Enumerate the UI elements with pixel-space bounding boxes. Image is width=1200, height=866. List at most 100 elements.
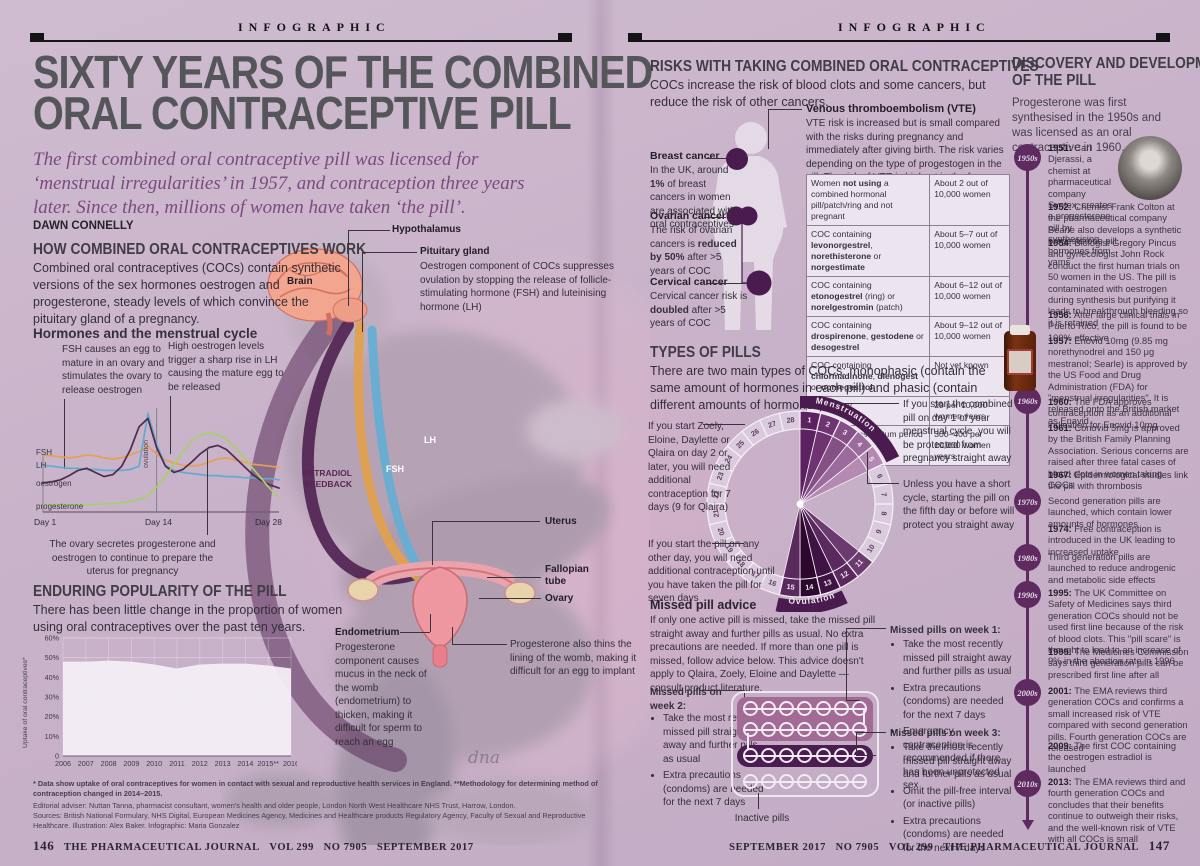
- svg-text:60%: 60%: [45, 634, 60, 643]
- xtick-day14: Day 14: [145, 517, 172, 527]
- pill: [743, 748, 758, 763]
- header-cap: [1156, 33, 1170, 40]
- svg-text:40%: 40%: [45, 673, 60, 682]
- week2-leader: [700, 690, 744, 691]
- vte-leader: [768, 109, 802, 110]
- week1-leader: [846, 628, 847, 700]
- pill: [815, 701, 831, 716]
- week3-leader: [856, 755, 876, 756]
- luteal-callout: The ovary secretes progesterone and oest…: [49, 539, 216, 577]
- week3-title: Missed pills on week 3:: [890, 728, 1001, 739]
- wheel-note-zoely: If you start Zoely, Eloine, Daylette or …: [648, 421, 731, 513]
- footer-left: 146 THE PHARMACEUTICAL JOURNAL VOL 299 N…: [33, 838, 474, 853]
- svg-text:2011: 2011: [169, 759, 184, 768]
- svg-text:2007: 2007: [78, 759, 94, 768]
- xtick-day1: Day 1: [34, 517, 57, 527]
- vte-risk-rate: About 5–7 out of 10,000 women: [929, 225, 1010, 277]
- missed-body: If only one active pill is missed, take …: [650, 615, 876, 694]
- timeline-entry: 1957: Enovid 10mg (9.85 mg norethynodrel…: [1048, 336, 1188, 426]
- legend-lh: LH: [36, 461, 47, 470]
- week2-bullets: Take the most recently missed pill strai…: [650, 712, 768, 813]
- week3-bullets: Take the most recently missed pill strai…: [890, 741, 1016, 858]
- endometrium-label: Endometrium: [335, 627, 400, 638]
- popularity-heading: ENDURING POPULARITY OF THE PILL: [33, 583, 287, 600]
- intro-standfirst: The first combined oral contraceptive pi…: [33, 149, 525, 218]
- svg-text:9: 9: [874, 528, 884, 535]
- uterus-leader: [432, 521, 433, 565]
- header-rule-left: [30, 40, 572, 42]
- carl-djerassi-photo: [1118, 136, 1182, 200]
- svg-text:19: 19: [723, 543, 735, 555]
- xtick-day28: Day 28: [255, 517, 282, 527]
- vte-risk-group: COC containing drospirenone, gestodene o…: [805, 316, 931, 357]
- cervical-cancer-label: Cervical cancer: [650, 276, 728, 288]
- ovarian-cancer-text: The risk of ovarian cancers is reduced b…: [650, 225, 737, 277]
- cervical-cancer-text: Cervical cancer risk is doubled after >5…: [650, 291, 748, 329]
- lh-ribbon-label: LH: [424, 435, 436, 445]
- wheel-note-day1: If you start the combined pill on day 1 …: [903, 399, 1013, 464]
- fsh-ribbon: [353, 320, 423, 582]
- inactive-leader: [758, 793, 759, 809]
- wheel-leader: [867, 483, 899, 484]
- timeline-entry: 1952: Chemist Frank Colton at the pharma…: [1048, 202, 1182, 247]
- uptake-area-chart: 0 10% 20% 30% 40% 50% 60% 2006 2007 2008 2009 2010 2…: [45, 634, 297, 769]
- era-badge-2010s: 2010s: [1014, 770, 1041, 797]
- svg-text:14: 14: [805, 582, 814, 592]
- vte-risk-rate: Not yet known: [929, 356, 1010, 397]
- timeline-entry: 2009: The first COC containing the oestr…: [1048, 741, 1176, 774]
- pill: [833, 701, 849, 716]
- credit-line: Editorial adviser: Nuttan Tanna, pharmac…: [33, 801, 516, 810]
- week2-title: Missed pills on week 2:: [650, 687, 722, 712]
- pill: [851, 774, 867, 789]
- svg-text:17: 17: [750, 569, 762, 581]
- week1-title: Missed pills on week 1:: [890, 625, 1001, 636]
- header-cap: [628, 33, 642, 40]
- ovary-label: Ovary: [545, 593, 574, 604]
- svg-text:12: 12: [839, 569, 851, 581]
- svg-text:10%: 10%: [45, 732, 60, 741]
- vte-table-row: Women not using a combined hormonal pill…: [805, 174, 1010, 226]
- svg-text:11: 11: [853, 557, 865, 569]
- page-number: 147: [1148, 838, 1170, 853]
- vte-risk-group: COC containing chlormadinone, dienogest …: [805, 356, 931, 397]
- pill: [851, 701, 867, 716]
- types-heading: TYPES OF PILLS: [650, 344, 761, 361]
- hormone-cycle-chart: [42, 408, 280, 513]
- era-badge-1950s: 1950s: [1014, 144, 1041, 171]
- vte-table-row: COC containing levonorgestrel, norethist…: [805, 225, 1010, 277]
- timeline-column: DISCOVERY AND DEVELOPMENTOF THE PILL Pro…: [1004, 55, 1200, 855]
- timeline-entry: 1974: Free contraception is introduced i…: [1048, 524, 1176, 557]
- pill-row: [743, 774, 867, 789]
- svg-text:10: 10: [865, 543, 877, 555]
- vte-risk-rate: About 6–12 out of 10,000 women: [929, 276, 1010, 317]
- ovarian-leader: [704, 217, 726, 218]
- svg-text:27: 27: [767, 419, 778, 430]
- pill: [779, 701, 795, 716]
- svg-text:2010: 2010: [146, 759, 162, 768]
- lh-callout-line: [170, 396, 171, 454]
- timeline-entry: 2001: The EMA reviews third generation C…: [1048, 686, 1188, 754]
- timeline-entry: 1951: Carl Djerassi, a chemist at pharma…: [1048, 143, 1113, 268]
- timeline-entry: 1960: The FDA approves contraception as …: [1048, 397, 1172, 430]
- vte-table-row: COC containing etonogestrel (ring) or no…: [805, 276, 1010, 317]
- fallopian-leader: [487, 577, 541, 578]
- progesterone-leader: [452, 644, 507, 645]
- vte-risk-rate: About 9–12 out of 10,000 women: [929, 316, 1010, 357]
- statue-illustration: [225, 237, 650, 845]
- feedback-ribbon: [245, 301, 407, 772]
- timeline-arrow: [1021, 820, 1034, 830]
- timeline-entry: 1961: Conovid 5mg is approved by the Bri…: [1048, 423, 1189, 491]
- pill: [779, 722, 795, 737]
- svg-text:15: 15: [786, 582, 795, 592]
- pill: [797, 774, 813, 789]
- svg-text:50%: 50%: [45, 653, 60, 662]
- wheel-leader: [712, 543, 744, 544]
- kicker-right: INFOGRAPHIC: [838, 20, 991, 34]
- brain-label: Brain: [287, 276, 313, 287]
- week3-leader: [856, 732, 886, 733]
- hypothalamus-leader: [348, 230, 390, 231]
- vte-risk-rate: 300–400 per 10,000 women years: [929, 425, 1010, 466]
- credit-line: Healthcare. Illustration: Alex Baker. In…: [33, 821, 240, 830]
- fsh-ribbon-label: FSH: [386, 464, 404, 474]
